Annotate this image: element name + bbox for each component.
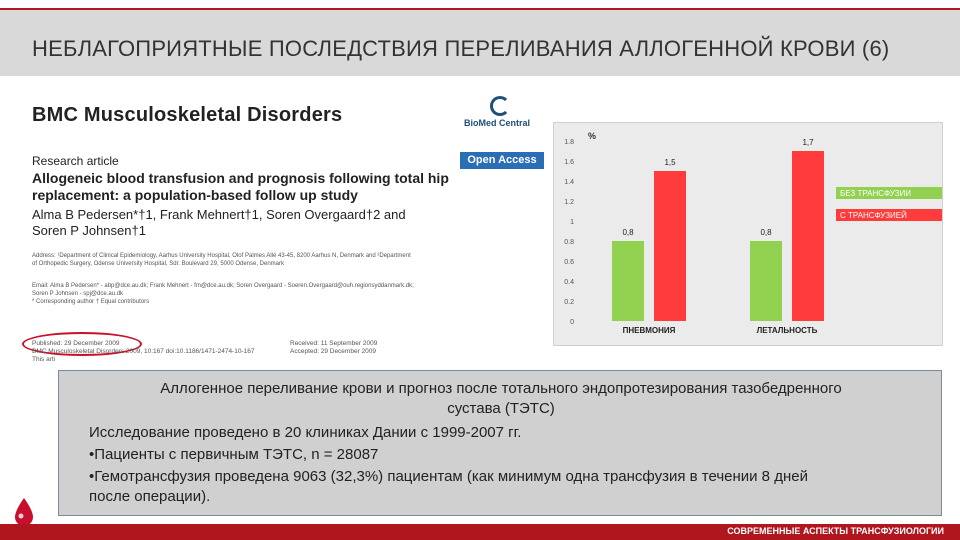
citation: BMC Musculoskeletal Disorders 2009, 10:1… (32, 348, 255, 355)
y-tick-label: 0 (570, 319, 574, 326)
data-label: 0,8 (622, 228, 634, 237)
y-axis-unit: % (588, 131, 596, 141)
address-line2: of Orthopedic Surgery, Odense University… (32, 261, 285, 267)
article-title-line1: Allogeneic blood transfusion and prognos… (32, 170, 449, 186)
y-tick-label: 1.6 (564, 159, 574, 166)
address-line1: Address: ¹Department of Clinical Epidemi… (32, 253, 411, 259)
summary-line-patients: •Пациенты с первичным ТЭТС, n = 28087 (89, 446, 379, 463)
legend-label: БЕЗ ТРАНСФУЗИИ (840, 189, 911, 198)
data-label: 1,7 (802, 138, 814, 147)
journal-name: BMC Musculoskeletal Disorders (32, 104, 343, 126)
x-category-label: ПНЕВМОНИЯ (623, 326, 676, 335)
biomed-logo-icon (490, 96, 510, 116)
received-date: Received: 11 September 2009 (290, 340, 378, 347)
bar-with-transfusion-1 (654, 171, 686, 321)
article-title-line2: replacement: a population-based follow u… (32, 187, 358, 203)
summary-line-study: Исследование проведено в 20 клиниках Дан… (89, 424, 522, 441)
slide-title: НЕБЛАГОПРИЯТНЫЕ ПОСЛЕДСТВИЯ ПЕРЕЛИВАНИЯ … (32, 36, 890, 61)
y-tick-label: 1 (570, 219, 574, 226)
bar-without-transfusion-2 (750, 241, 782, 321)
email-line1: Email: Alma B Pedersen* - abp@dce.au.dk;… (32, 283, 414, 289)
cutoff-text: This arti (32, 356, 56, 363)
data-label: 1,5 (664, 158, 676, 167)
publisher-logo-text: BioMed Central (464, 118, 531, 128)
article-type: Research article (32, 154, 119, 168)
bar-without-transfusion-1 (612, 241, 644, 321)
email-line3: * Corresponding author † Equal contribut… (32, 299, 150, 305)
y-tick-label: 0.4 (564, 279, 574, 286)
x-category-label: ЛЕТАЛЬНОСТЬ (757, 326, 818, 335)
legend-label: С ТРАНСФУЗИЕЙ (840, 211, 907, 220)
authors-line1: Alma B Pedersen*†1, Frank Mehnert†1, Sor… (32, 207, 406, 222)
article-authors: Alma B Pedersen*†1, Frank Mehnert†1, Sor… (32, 207, 452, 239)
accepted-date: Accepted: 29 December 2009 (290, 348, 376, 355)
published-date: Published: 29 December 2009 (32, 340, 120, 347)
y-tick-label: 1.8 (564, 139, 574, 146)
bar-chart: % 0 0.2 0.4 0.6 0.8 1 1.2 1.4 1.6 1.8 0,8 1,5 ПНЕВМОН… (553, 122, 943, 346)
received-info: Received: 11 September 2009 Accepted: 29… (290, 340, 377, 356)
summary-line-transfusion: •Гемотрансфузия проведена 9063 (32,3%) п… (89, 468, 808, 485)
open-access-badge: Open Access (460, 152, 544, 169)
bar-chart-svg: % 0 0.2 0.4 0.6 0.8 1 1.2 1.4 1.6 1.8 0,8 1,5 ПНЕВМОН… (564, 131, 942, 335)
summary-line-transfusion-cont: после операции). (89, 488, 211, 505)
y-tick-label: 1.4 (564, 179, 574, 186)
summary-title: Аллогенное переливание крови и прогноз п… (59, 379, 943, 419)
footer-text: СОВРЕМЕННЫЕ АСПЕКТЫ ТРАНСФУЗИОЛОГИИ (727, 526, 944, 536)
slide-header: НЕБЛАГОПРИЯТНЫЕ ПОСЛЕДСТВИЯ ПЕРЕЛИВАНИЯ … (0, 8, 960, 76)
slide-footer: СОВРЕМЕННЫЕ АСПЕКТЫ ТРАНСФУЗИОЛОГИИ (0, 524, 960, 540)
authors-line2: Soren P Johnsen†1 (32, 223, 146, 238)
author-emails: Email: Alma B Pedersen* - abp@dce.au.dk;… (32, 282, 532, 306)
bar-with-transfusion-2 (792, 151, 824, 321)
summary-panel: Аллогенное переливание крови и прогноз п… (58, 370, 942, 516)
article-title: Allogeneic blood transfusion and prognos… (32, 170, 502, 204)
y-tick-label: 0.8 (564, 239, 574, 246)
data-label: 0,8 (760, 228, 772, 237)
summary-title-line1: Аллогенное переливание крови и прогноз п… (160, 380, 842, 397)
email-line2: Soren P Johnsen - spj@dce.au.dk (32, 291, 124, 297)
author-address: Address: ¹Department of Clinical Epidemi… (32, 252, 532, 268)
paper-excerpt: BMC Musculoskeletal Disorders BioMed Cen… (22, 92, 546, 382)
legend-swatch (836, 209, 942, 221)
biomed-central-logo: BioMed Central (464, 96, 544, 132)
published-date-highlight (22, 332, 142, 356)
y-tick-label: 0.6 (564, 259, 574, 266)
summary-title-line2: сустава (ТЭТС) (447, 400, 555, 417)
publication-info: Published: 29 December 2009 BMC Musculos… (32, 340, 254, 364)
legend-swatch (836, 187, 942, 199)
y-tick-label: 1.2 (564, 199, 574, 206)
y-tick-label: 0.2 (564, 299, 574, 306)
blood-drop-icon (15, 498, 33, 526)
